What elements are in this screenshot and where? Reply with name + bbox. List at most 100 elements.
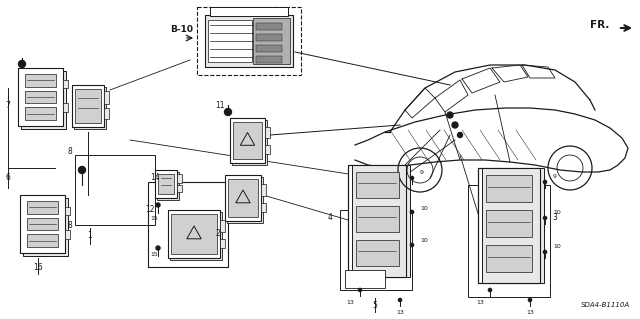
Bar bbox=[197, 7, 301, 75]
Bar bbox=[232, 120, 267, 165]
Bar bbox=[486, 245, 532, 272]
Bar bbox=[157, 172, 179, 200]
Bar bbox=[352, 165, 410, 277]
Bar bbox=[177, 174, 182, 182]
Circle shape bbox=[447, 112, 453, 118]
Bar bbox=[168, 210, 220, 258]
Text: 15: 15 bbox=[150, 253, 158, 257]
Text: 15: 15 bbox=[150, 216, 158, 220]
Bar bbox=[63, 80, 68, 88]
Bar bbox=[356, 172, 399, 198]
Bar bbox=[63, 103, 68, 112]
Text: 11: 11 bbox=[215, 100, 225, 109]
Text: 1: 1 bbox=[88, 231, 92, 240]
Bar bbox=[478, 168, 540, 283]
Bar bbox=[486, 210, 532, 237]
Bar bbox=[227, 177, 263, 223]
Text: 10: 10 bbox=[553, 244, 561, 249]
Text: 6: 6 bbox=[6, 174, 10, 182]
Bar bbox=[171, 214, 217, 254]
Text: 14: 14 bbox=[150, 174, 160, 182]
Bar bbox=[25, 108, 56, 120]
Circle shape bbox=[543, 250, 547, 254]
Bar bbox=[74, 87, 106, 129]
Circle shape bbox=[156, 203, 160, 207]
Circle shape bbox=[156, 246, 160, 250]
Bar bbox=[261, 184, 266, 196]
Bar bbox=[478, 168, 540, 283]
Bar bbox=[210, 7, 288, 16]
Text: 13: 13 bbox=[346, 300, 354, 305]
Circle shape bbox=[410, 211, 413, 214]
Text: 3: 3 bbox=[552, 213, 557, 222]
Circle shape bbox=[225, 108, 232, 115]
Text: SDA4-B1110A: SDA4-B1110A bbox=[581, 302, 630, 308]
Bar bbox=[230, 118, 265, 163]
Bar bbox=[348, 165, 406, 277]
Bar bbox=[256, 45, 282, 52]
Bar bbox=[233, 122, 262, 159]
Text: 10: 10 bbox=[420, 205, 428, 211]
Bar bbox=[65, 207, 70, 215]
Text: 9: 9 bbox=[553, 174, 557, 179]
Text: FR.: FR. bbox=[590, 20, 609, 30]
Bar bbox=[356, 240, 399, 266]
Circle shape bbox=[529, 298, 532, 301]
Bar bbox=[468, 185, 550, 297]
Bar bbox=[205, 15, 293, 67]
Bar bbox=[158, 174, 174, 194]
Bar bbox=[18, 68, 63, 126]
Bar bbox=[265, 127, 270, 138]
Text: 4: 4 bbox=[328, 213, 332, 222]
Bar bbox=[228, 179, 258, 217]
Text: 13: 13 bbox=[396, 309, 404, 315]
Bar bbox=[265, 145, 270, 154]
Bar bbox=[486, 175, 532, 202]
Text: 9: 9 bbox=[420, 169, 424, 174]
Bar bbox=[104, 108, 109, 119]
Circle shape bbox=[458, 132, 463, 137]
Bar bbox=[23, 198, 68, 256]
Text: 5: 5 bbox=[372, 300, 378, 309]
Bar bbox=[75, 155, 155, 225]
Bar bbox=[256, 56, 282, 63]
Circle shape bbox=[398, 298, 402, 301]
Bar bbox=[253, 18, 291, 64]
Bar bbox=[27, 201, 58, 213]
Bar bbox=[208, 20, 252, 62]
Bar bbox=[256, 34, 282, 41]
Bar bbox=[20, 195, 65, 253]
Bar bbox=[225, 175, 261, 221]
Text: 12: 12 bbox=[145, 205, 155, 214]
Bar bbox=[75, 89, 101, 123]
Text: 7: 7 bbox=[6, 100, 10, 109]
Bar bbox=[148, 182, 228, 267]
Bar bbox=[261, 203, 266, 212]
Bar bbox=[345, 270, 385, 288]
Circle shape bbox=[410, 243, 413, 247]
Circle shape bbox=[488, 288, 492, 292]
Text: 10: 10 bbox=[553, 210, 561, 214]
Text: 13: 13 bbox=[476, 300, 484, 305]
Text: 13: 13 bbox=[526, 309, 534, 315]
Text: 8: 8 bbox=[68, 147, 72, 157]
Bar bbox=[27, 234, 58, 247]
Bar bbox=[348, 165, 406, 277]
Circle shape bbox=[410, 176, 413, 180]
Bar bbox=[72, 85, 104, 127]
Bar bbox=[356, 206, 399, 232]
Circle shape bbox=[452, 122, 458, 128]
Bar bbox=[21, 71, 66, 129]
Text: 2: 2 bbox=[216, 229, 220, 239]
Text: 10: 10 bbox=[420, 239, 428, 243]
Text: 8: 8 bbox=[68, 220, 72, 229]
Bar bbox=[177, 185, 182, 192]
Bar bbox=[256, 23, 282, 30]
Bar bbox=[65, 230, 70, 239]
Circle shape bbox=[19, 61, 26, 68]
Circle shape bbox=[543, 216, 547, 219]
Bar bbox=[170, 212, 222, 260]
Bar bbox=[155, 170, 177, 198]
Text: 16: 16 bbox=[33, 263, 43, 272]
Bar bbox=[25, 91, 56, 103]
